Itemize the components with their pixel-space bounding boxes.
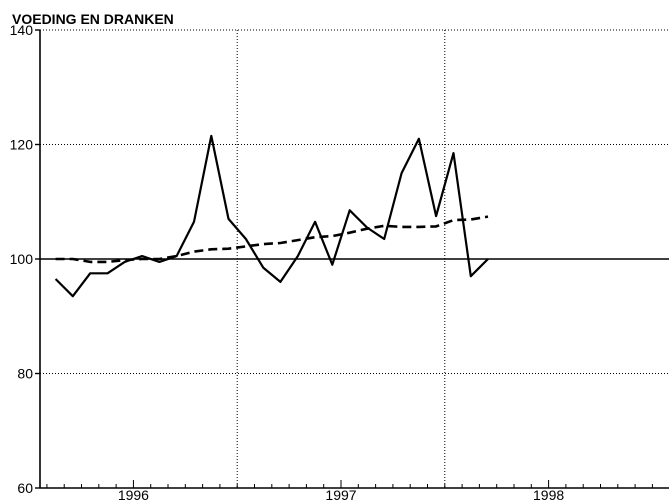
series-line-dashed bbox=[55, 215, 489, 264]
x-tick-label: 1997 bbox=[325, 487, 356, 503]
y-tick-label: 80 bbox=[17, 366, 33, 382]
series-line-solid bbox=[54, 134, 489, 298]
y-tick-label: 140 bbox=[10, 22, 34, 38]
chart-title: VOEDING EN DRANKEN bbox=[12, 11, 174, 27]
y-tick-label: 100 bbox=[10, 251, 34, 267]
y-tick-label: 120 bbox=[10, 137, 34, 153]
series-layer bbox=[54, 134, 489, 298]
x-tick-label: 1996 bbox=[118, 487, 149, 503]
y-tick-label: 60 bbox=[17, 480, 33, 496]
x-tick-label: 1998 bbox=[533, 487, 564, 503]
axis-layer: 60 80 100 120 140 1996 1997 1998 bbox=[10, 22, 669, 503]
